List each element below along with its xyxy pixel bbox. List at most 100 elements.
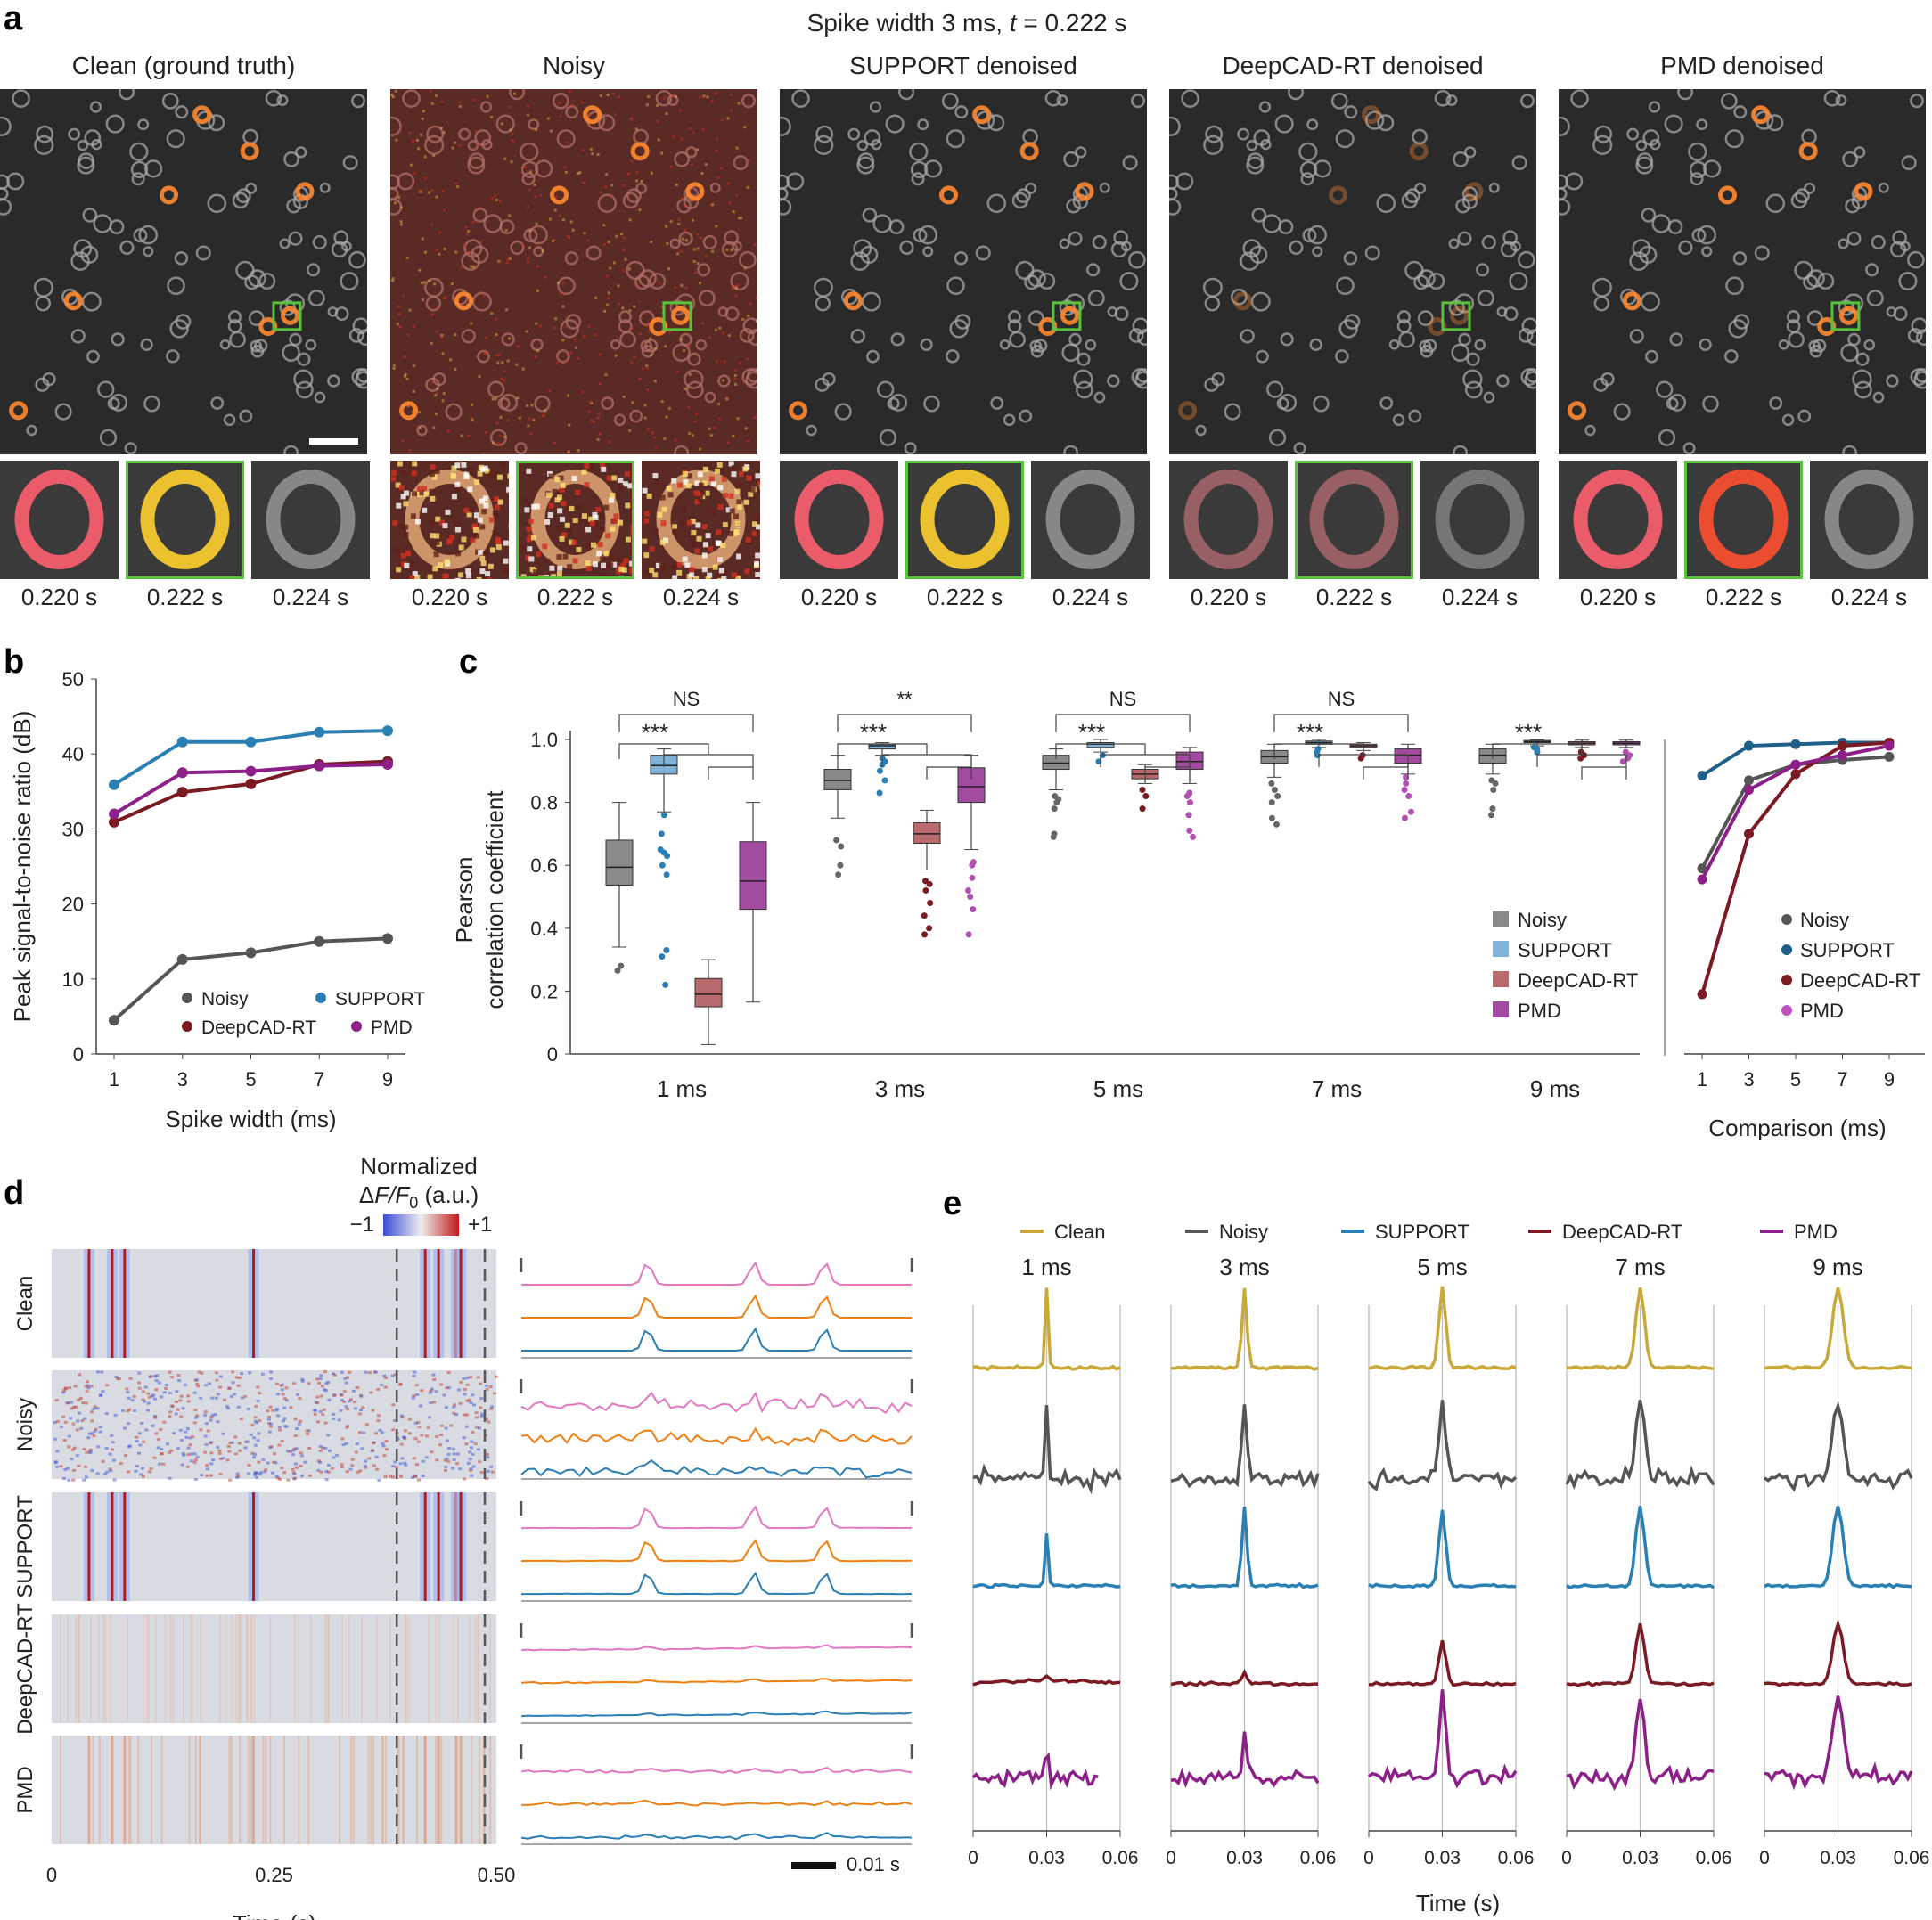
noise-pixel bbox=[655, 103, 659, 107]
x-axis-label: Comparison (ms) bbox=[1708, 1115, 1886, 1140]
heatmap-noise bbox=[218, 1375, 223, 1378]
data-point bbox=[1790, 739, 1801, 749]
noise-pixel bbox=[583, 335, 586, 339]
heatmap-stripe bbox=[237, 1614, 240, 1723]
heatmap-noise bbox=[350, 1458, 355, 1461]
heatmap-noise bbox=[209, 1474, 213, 1477]
cell bbox=[724, 230, 739, 246]
cell bbox=[1592, 135, 1613, 155]
heatmap-noise bbox=[199, 1428, 203, 1432]
cell bbox=[307, 290, 325, 307]
cell bbox=[416, 424, 428, 437]
cell bbox=[1907, 328, 1923, 343]
noise-pixel bbox=[626, 172, 630, 176]
heatmap-noise bbox=[478, 1460, 482, 1464]
heatmap-stripe bbox=[327, 1614, 330, 1723]
heatmap-noise bbox=[463, 1393, 467, 1396]
cell bbox=[169, 319, 189, 339]
heatmap-noise bbox=[321, 1446, 325, 1450]
heatmap-noise bbox=[195, 1382, 200, 1385]
cell bbox=[1205, 125, 1224, 143]
heatmap-noise bbox=[356, 1385, 360, 1389]
heatmap-stripe bbox=[435, 1614, 438, 1723]
heatmap-noise bbox=[67, 1445, 71, 1449]
cell bbox=[898, 89, 915, 101]
noise-pixel bbox=[707, 572, 713, 578]
heatmap-spike bbox=[459, 1736, 463, 1844]
cell bbox=[1668, 393, 1687, 412]
cell bbox=[1434, 90, 1452, 107]
cell bbox=[1840, 343, 1859, 362]
x-tick-label: 0 bbox=[1759, 1848, 1770, 1868]
noise-pixel bbox=[404, 490, 410, 496]
noise-pixel bbox=[488, 471, 495, 478]
heatmap-noise bbox=[413, 1421, 418, 1425]
heatmap-noise bbox=[456, 1388, 461, 1392]
noise-pixel bbox=[742, 466, 749, 472]
inset-cell bbox=[1183, 470, 1273, 569]
noise-pixel bbox=[691, 434, 694, 437]
cell bbox=[99, 429, 118, 446]
heatmap-noise bbox=[388, 1475, 392, 1478]
heatmap-noise bbox=[435, 1434, 439, 1438]
heatmap-noise bbox=[489, 1407, 494, 1410]
noise-pixel bbox=[628, 309, 632, 313]
cell bbox=[613, 413, 626, 427]
outlier bbox=[1186, 799, 1193, 806]
noise-pixel bbox=[733, 513, 739, 519]
noise-pixel bbox=[733, 368, 737, 372]
heatmap-noise bbox=[132, 1409, 136, 1412]
noise-pixel bbox=[473, 527, 479, 533]
cell bbox=[1794, 260, 1813, 280]
heatmap-stripe bbox=[104, 1614, 107, 1723]
cell bbox=[143, 395, 160, 413]
outlier bbox=[970, 859, 977, 866]
heatmap-noise bbox=[381, 1444, 386, 1448]
outlier bbox=[1489, 805, 1496, 813]
noise-pixel bbox=[592, 511, 598, 518]
data-point bbox=[314, 935, 325, 947]
heatmap-noise bbox=[71, 1422, 76, 1426]
cell bbox=[1559, 198, 1571, 216]
heatmap-noise bbox=[428, 1391, 432, 1394]
heatmap-noise bbox=[195, 1455, 200, 1458]
cell bbox=[1068, 231, 1083, 246]
heatmap-stripe bbox=[246, 1614, 249, 1723]
heatmap-noise bbox=[292, 1472, 297, 1475]
noise-pixel bbox=[397, 305, 401, 308]
noise-pixel bbox=[560, 291, 563, 295]
noise-pixel bbox=[458, 104, 462, 108]
cell bbox=[861, 291, 881, 312]
outlier bbox=[1407, 808, 1414, 815]
active-cell bbox=[1038, 317, 1058, 336]
cell bbox=[1335, 349, 1349, 364]
heatmap-noise bbox=[469, 1376, 473, 1379]
noise-pixel bbox=[569, 220, 573, 224]
noise-pixel bbox=[482, 551, 488, 558]
cell bbox=[626, 188, 642, 204]
noise-pixel bbox=[601, 562, 607, 568]
noise-pixel bbox=[419, 190, 422, 193]
noise-pixel bbox=[492, 510, 498, 516]
cell bbox=[745, 371, 757, 389]
cell bbox=[1364, 110, 1385, 130]
noise-pixel bbox=[606, 274, 610, 278]
noise-pixel bbox=[730, 93, 733, 96]
sig-bracket bbox=[663, 754, 754, 767]
cell bbox=[468, 152, 486, 170]
heatmap-noise bbox=[152, 1456, 157, 1459]
cell bbox=[1405, 188, 1420, 204]
cell bbox=[676, 198, 692, 214]
trace-SUPPORT bbox=[1764, 1506, 1912, 1589]
heatmap-noise bbox=[291, 1453, 296, 1457]
cell bbox=[899, 240, 914, 255]
noise-pixel bbox=[469, 507, 475, 513]
heatmap-noise bbox=[278, 1428, 282, 1432]
noise-pixel bbox=[526, 526, 532, 532]
heatmap-noise bbox=[276, 1414, 281, 1418]
heatmap-noise bbox=[444, 1426, 448, 1430]
noise-pixel bbox=[423, 250, 427, 254]
noise-pixel bbox=[630, 327, 634, 331]
heatmap-noise bbox=[235, 1472, 240, 1475]
heatmap-noise bbox=[111, 1441, 115, 1444]
